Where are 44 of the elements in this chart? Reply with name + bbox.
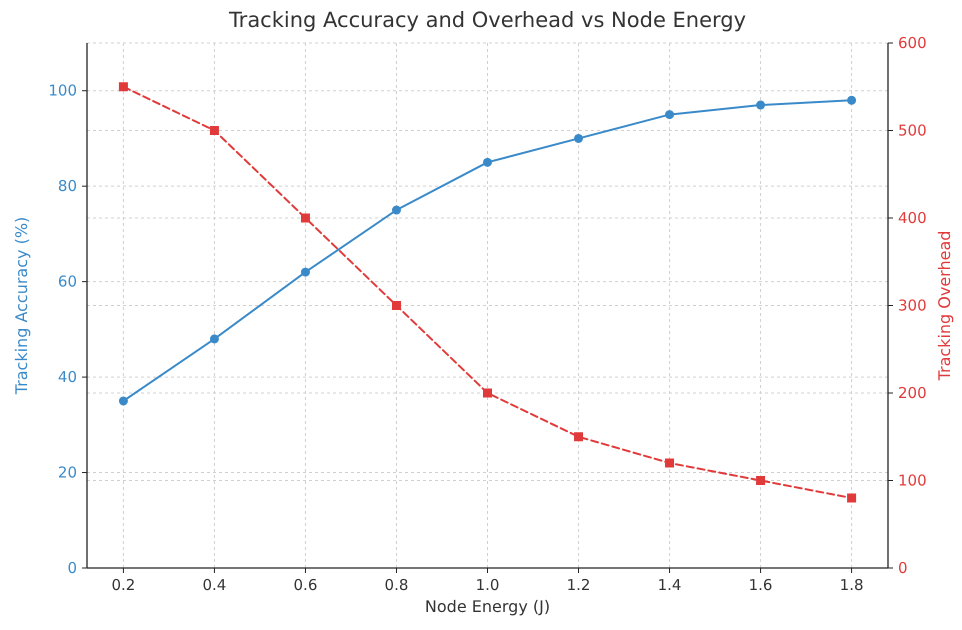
x-tick-label: 1.8	[840, 576, 864, 594]
x-tick-label: 1.4	[658, 576, 682, 594]
y-tick-label: 0	[67, 559, 77, 577]
y2-tick-label: 0	[898, 559, 908, 577]
point	[392, 206, 401, 215]
point	[300, 268, 310, 277]
y2-tick-label: 600	[898, 34, 927, 52]
point	[210, 126, 219, 135]
point	[756, 100, 766, 110]
x-tick-label: 1.0	[476, 576, 500, 594]
point	[756, 476, 766, 485]
x-tick-label: 1.6	[748, 576, 772, 594]
point	[483, 388, 492, 398]
x-tick-label: 0.6	[294, 576, 318, 594]
point	[574, 432, 584, 442]
point	[392, 301, 401, 310]
y2-tick-label: 200	[898, 384, 927, 402]
point	[847, 494, 856, 502]
chart-title: Tracking Accuracy and Overhead vs Node Energy	[228, 8, 746, 32]
y2-tick-label: 300	[898, 296, 927, 314]
y2-tick-label: 400	[898, 209, 927, 227]
y2-tick-label: 100	[898, 472, 927, 490]
x-axis-title: Node Energy (J)	[424, 597, 550, 616]
point	[483, 158, 492, 167]
y-tick-label: 20	[58, 464, 77, 482]
y-axis-title: Tracking Accuracy (%)	[12, 216, 31, 396]
y-tick-label: 60	[58, 272, 77, 291]
x-tick-label: 1.2	[566, 576, 590, 594]
y2-tick-label: 500	[898, 122, 927, 140]
point	[665, 110, 674, 120]
point	[300, 214, 310, 222]
y-tick-label: 80	[58, 177, 77, 196]
x-tick-label: 0.2	[111, 576, 136, 594]
point	[118, 82, 128, 92]
point	[847, 96, 856, 105]
point	[665, 458, 674, 468]
y-tick-label: 40	[58, 368, 77, 386]
point	[210, 334, 219, 344]
y-tick-label: 100	[48, 82, 77, 100]
x-tick-label: 0.8	[384, 576, 408, 594]
x-tick-label: 0.4	[202, 576, 226, 594]
point	[118, 396, 128, 406]
point	[574, 134, 584, 143]
y2-axis-title: Tracking Overhead	[935, 230, 954, 382]
